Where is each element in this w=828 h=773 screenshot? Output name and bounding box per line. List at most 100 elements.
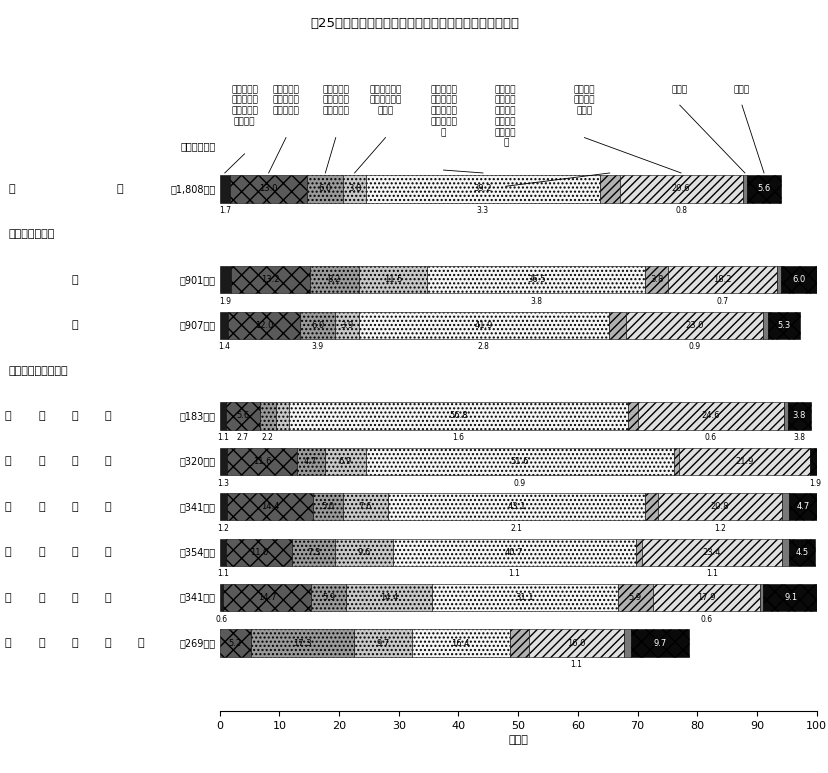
Text: 「がんばって
生きよう」と
励ます: 「がんばって 生きよう」と 励ます xyxy=(369,85,401,115)
Text: 相談に乗ら
ない、もし
くは、話題
を変える: 相談に乗ら ない、もし くは、話題 を変える xyxy=(231,85,258,126)
Text: 1.7: 1.7 xyxy=(219,206,230,215)
Text: ２: ２ xyxy=(5,411,12,421)
Bar xyxy=(783,402,787,430)
X-axis label: （％）: （％） xyxy=(508,735,527,745)
Text: 代: 代 xyxy=(104,502,111,512)
Text: 17.3: 17.3 xyxy=(292,638,311,648)
Bar xyxy=(787,402,810,430)
Text: 23.4: 23.4 xyxy=(702,548,720,557)
Bar xyxy=(619,175,742,203)
Bar xyxy=(219,448,227,475)
Text: 18.2: 18.2 xyxy=(712,275,730,284)
Bar xyxy=(346,584,431,611)
Text: 男: 男 xyxy=(71,274,78,284)
Text: 囲25　身近な人から「死にたい」と言われたときの対応: 囲25 身近な人から「死にたい」と言われたときの対応 xyxy=(310,17,518,30)
Text: 3.8: 3.8 xyxy=(348,185,361,193)
Bar xyxy=(299,312,335,339)
Text: 56.8: 56.8 xyxy=(449,411,467,421)
Text: 39.2: 39.2 xyxy=(473,185,492,193)
Text: 〔　年　齢　別　〕: 〔 年 齢 別 〕 xyxy=(8,366,68,376)
Bar xyxy=(219,402,226,430)
Text: 11.6: 11.6 xyxy=(253,457,271,466)
Text: 6.0: 6.0 xyxy=(318,185,331,193)
Text: 13.0: 13.0 xyxy=(259,185,277,193)
Text: 4.7: 4.7 xyxy=(796,502,809,511)
Text: 4.7: 4.7 xyxy=(304,457,317,466)
Text: 5.3: 5.3 xyxy=(777,321,790,329)
Bar xyxy=(276,402,289,430)
Text: 1.2: 1.2 xyxy=(713,524,725,533)
Bar xyxy=(630,629,688,656)
Text: 43.1: 43.1 xyxy=(507,502,525,511)
Text: 12.0: 12.0 xyxy=(254,321,272,329)
Bar xyxy=(219,584,223,611)
Text: （1,808人）: （1,808人） xyxy=(170,184,215,194)
Text: ０: ０ xyxy=(38,411,45,421)
Text: 1.3: 1.3 xyxy=(217,478,229,488)
Bar xyxy=(231,266,310,293)
Text: 上: 上 xyxy=(137,638,144,648)
Text: 21.9: 21.9 xyxy=(734,457,753,466)
Bar xyxy=(746,175,780,203)
Bar xyxy=(359,266,427,293)
Bar xyxy=(227,493,312,520)
Text: 0.6: 0.6 xyxy=(704,433,716,442)
Bar xyxy=(809,448,821,475)
Text: 9.7: 9.7 xyxy=(376,638,389,648)
Text: （901人）: （901人） xyxy=(180,274,215,284)
Text: ３: ３ xyxy=(5,456,12,466)
Bar xyxy=(528,629,623,656)
Text: 3.8: 3.8 xyxy=(792,433,804,442)
Text: ６: ６ xyxy=(5,593,12,603)
Bar xyxy=(599,175,619,203)
Bar xyxy=(617,584,652,611)
Text: 以: 以 xyxy=(104,638,111,648)
Text: 代: 代 xyxy=(104,593,111,603)
Text: 7.3: 7.3 xyxy=(306,548,320,557)
Text: 1.1: 1.1 xyxy=(570,660,582,669)
Bar xyxy=(759,584,763,611)
Text: 16.4: 16.4 xyxy=(451,638,469,648)
Text: 〔　性　別　〕: 〔 性 別 〕 xyxy=(8,230,55,240)
Bar xyxy=(342,493,388,520)
Bar xyxy=(776,266,780,293)
Text: 5.6: 5.6 xyxy=(757,185,770,193)
Text: 0.9: 0.9 xyxy=(687,342,700,352)
Bar xyxy=(644,493,657,520)
Text: 歳: 歳 xyxy=(71,547,78,557)
Text: 5.0: 5.0 xyxy=(320,502,334,511)
Text: 「とにか
く病院に
行った方
がいい」
と提案す
る: 「とにか く病院に 行った方 がいい」 と提案す る xyxy=(494,85,516,148)
Text: 数: 数 xyxy=(116,184,123,194)
Bar xyxy=(312,493,342,520)
Bar xyxy=(219,175,229,203)
Text: 2.7: 2.7 xyxy=(237,433,248,442)
Bar xyxy=(787,539,815,566)
Bar xyxy=(657,493,781,520)
Bar xyxy=(623,629,630,656)
Text: 総: 総 xyxy=(8,184,15,194)
Bar xyxy=(310,266,359,293)
Text: 5.6: 5.6 xyxy=(236,411,249,421)
Text: 歳: 歳 xyxy=(71,456,78,466)
Bar xyxy=(289,402,627,430)
Bar xyxy=(642,539,781,566)
Text: 歳: 歳 xyxy=(71,593,78,603)
Bar xyxy=(226,539,291,566)
Text: 1.1: 1.1 xyxy=(508,570,519,578)
Text: 14.7: 14.7 xyxy=(258,593,276,602)
Text: 16.0: 16.0 xyxy=(566,638,585,648)
Text: 7.6: 7.6 xyxy=(359,502,372,511)
Text: 1.6: 1.6 xyxy=(452,433,464,442)
Text: （907人）: （907人） xyxy=(179,320,215,330)
Bar xyxy=(608,312,625,339)
Text: 41.9: 41.9 xyxy=(474,321,493,329)
Bar xyxy=(652,584,759,611)
Text: 17.9: 17.9 xyxy=(696,593,715,602)
Bar xyxy=(768,312,799,339)
Bar xyxy=(343,175,365,203)
Text: 1.1: 1.1 xyxy=(705,570,717,578)
Text: （320人）: （320人） xyxy=(179,456,215,466)
Text: 1.1: 1.1 xyxy=(217,570,229,578)
Bar xyxy=(310,584,346,611)
Bar xyxy=(673,448,678,475)
